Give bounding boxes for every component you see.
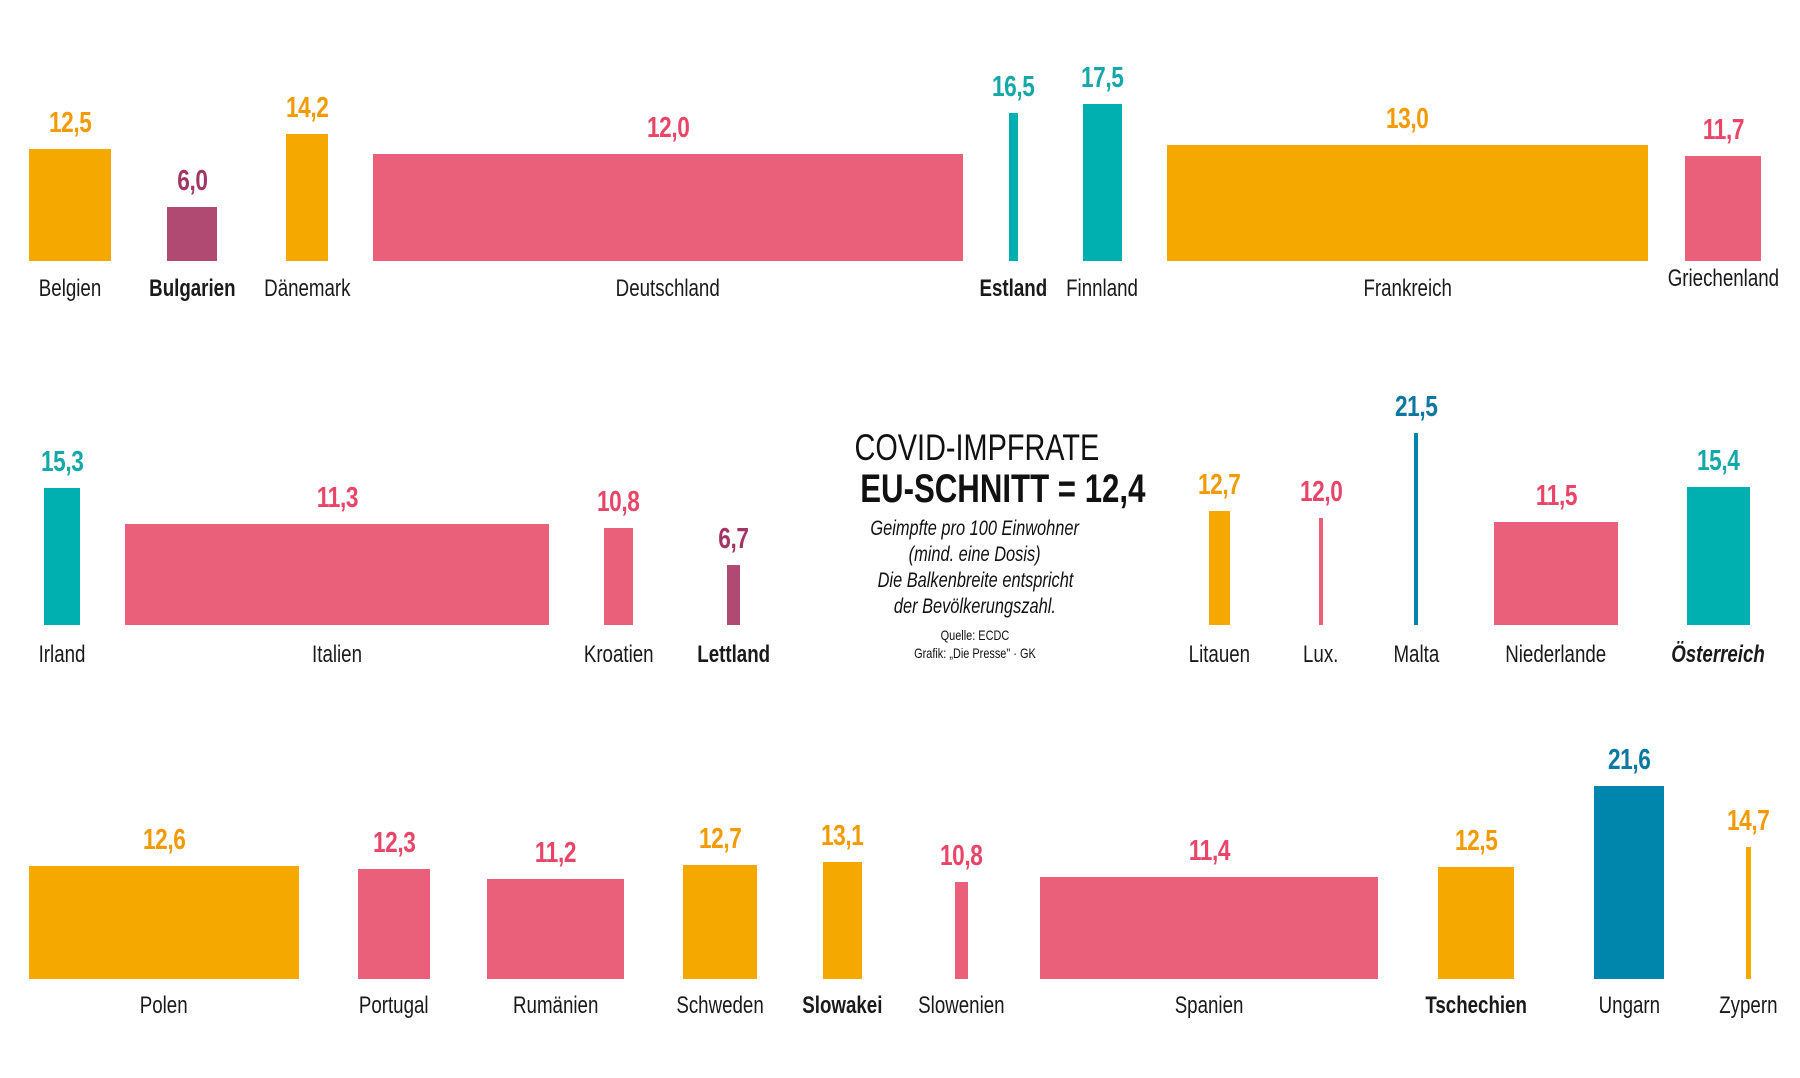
value-label: 11,2 [534,836,577,869]
category-label: Kroatien [583,641,654,668]
chart-title-text: COVID-IMPFRATE [854,427,1100,468]
category-label: Slowakei [802,992,883,1019]
bar-slowenien [955,882,968,979]
bar-finnland [1083,104,1122,261]
category-label: Irland [38,641,86,668]
value-label: 13,0 [1386,102,1429,135]
value-label: 11,5 [1535,480,1577,513]
category-label: Griechenland [1667,265,1779,292]
value-label: 11,4 [1188,834,1230,867]
bar-estland [1009,113,1018,261]
value-label: 12,7 [698,823,742,856]
category-label: Italien [312,641,362,668]
category-label: Spanien [1174,992,1244,1019]
value-label: 6,0 [176,165,208,198]
chart-title-block: COVID-IMPFRATE EU-SCHNITT = 12,4 Geimpft… [820,428,1146,662]
category-label: Lux. [1303,641,1339,668]
category-label: Dänemark [263,275,351,302]
subtitle-line: Die Balkenbreite entspricht [877,569,1073,592]
bar-niederlande [1494,522,1618,625]
value-label: 6,7 [718,523,749,556]
category-label: Frankreich [1363,275,1452,302]
chart-title: COVID-IMPFRATE [820,428,1130,468]
category-label: Finnland [1066,275,1139,302]
value-label: 10,8 [597,486,640,519]
category-label: Niederlande [1505,641,1607,668]
category-label: Lettland [697,641,770,668]
subtitle-line: der Bevölkerungszahl. [893,595,1057,618]
value-label: 11,7 [1702,114,1744,147]
category-label: Polen [140,992,188,1019]
category-label: Ungarn [1598,992,1660,1019]
chart-subtitle: Geimpfte pro 100 Einwohner (mind. eine D… [820,516,1130,620]
bar-frankreich [1167,144,1648,261]
category-label: Litauen [1188,641,1251,668]
category-label: Portugal [359,992,429,1019]
category-label: Slowenien [918,992,1005,1019]
value-label: 12,0 [1299,475,1343,508]
subtitle-line: Geimpfte pro 100 Einwohner [870,517,1080,540]
subtitle-line: (mind. eine Dosis) [908,543,1041,566]
value-label: 21,6 [1607,743,1651,776]
category-label: Belgien [38,275,102,302]
bar-lettland [727,565,740,625]
value-label: 12,3 [372,826,416,859]
value-label: 21,5 [1394,390,1438,423]
category-label: Estland [979,275,1048,302]
category-label: Tschechien [1425,992,1527,1019]
bar-rumänien [487,878,624,979]
category-label: Österreich [1671,641,1766,668]
value-label: 12,7 [1198,469,1241,502]
value-label: 10,8 [940,840,983,873]
bar-belgien [29,149,111,261]
category-label: Zypern [1719,992,1778,1019]
value-label: 15,4 [1697,445,1740,478]
bar-polen [29,866,299,979]
value-label: 12,5 [1454,825,1498,858]
bar-bulgarien [167,207,217,261]
bar-tschechien [1438,867,1514,979]
value-label: 17,5 [1081,62,1124,95]
value-label: 14,7 [1727,805,1770,838]
source-note: Quelle: ECDC Grafik: „Die Presse" · GK [820,626,1130,662]
category-label: Bulgarien [148,275,236,302]
category-label: Rumänien [512,992,599,1019]
bar-italien [125,523,549,625]
credit-text: Grafik: „Die Presse" · GK [914,645,1036,661]
bar-irland [44,488,80,625]
bar-portugal [358,868,430,979]
bar-zypern [1746,847,1751,979]
value-label: 12,6 [142,824,186,857]
bar-deutschland [373,153,963,261]
bar-malta [1414,432,1418,625]
bar-ungarn [1594,785,1664,979]
bar-österreich [1687,487,1750,625]
value-label: 11,3 [316,481,358,514]
value-label: 14,2 [285,91,329,124]
source-text: Quelle: ECDC [940,627,1010,643]
value-label: 16,5 [992,71,1035,104]
value-label: 12,0 [646,111,690,144]
bar-griechenland [1685,156,1761,261]
bar-slowakei [823,861,862,979]
eu-average-text: EU-SCHNITT = 12,4 [860,467,1146,511]
value-label: 12,5 [48,107,92,140]
eu-average-headline: EU-SCHNITT = 12,4 [820,468,1145,510]
bar-schweden [683,865,757,979]
value-label: 13,1 [821,819,864,852]
category-label: Malta [1393,641,1439,668]
value-label: 15,3 [40,446,84,479]
bar-lux [1319,517,1323,625]
bar-dänemark [286,133,328,261]
bar-spanien [1040,876,1378,979]
category-label: Deutschland [615,275,721,302]
bar-kroatien [604,528,633,625]
bar-litauen [1209,511,1230,625]
category-label: Schweden [676,992,764,1019]
